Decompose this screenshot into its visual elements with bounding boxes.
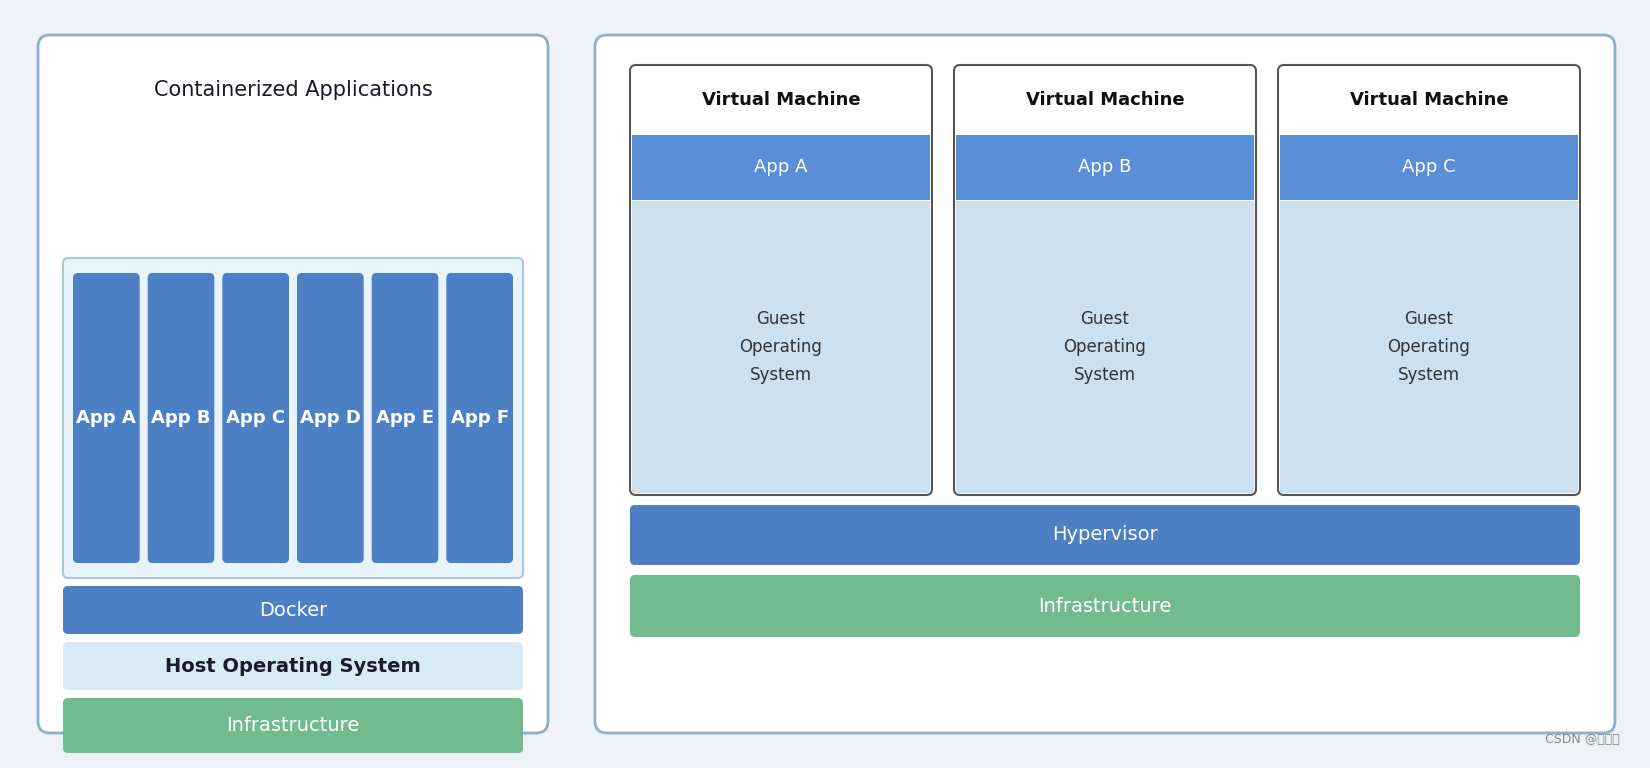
FancyBboxPatch shape <box>63 698 523 753</box>
Text: App D: App D <box>300 409 361 427</box>
FancyBboxPatch shape <box>596 35 1615 733</box>
Bar <box>955 201 1254 493</box>
FancyBboxPatch shape <box>63 642 523 690</box>
Text: Containerized Applications: Containerized Applications <box>153 80 432 100</box>
Text: CSDN @小哈里: CSDN @小哈里 <box>1546 733 1620 746</box>
Text: Guest
Operating
System: Guest Operating System <box>739 310 822 384</box>
Text: Host Operating System: Host Operating System <box>165 657 421 676</box>
Bar <box>1280 201 1577 493</box>
Text: App F: App F <box>450 409 508 427</box>
Text: App A: App A <box>754 158 808 177</box>
Text: Guest
Operating
System: Guest Operating System <box>1388 310 1470 384</box>
Text: Guest
Operating
System: Guest Operating System <box>1064 310 1147 384</box>
FancyBboxPatch shape <box>1279 65 1581 495</box>
Text: Docker: Docker <box>259 601 327 620</box>
Text: Virtual Machine: Virtual Machine <box>1350 91 1508 109</box>
Text: Infrastructure: Infrastructure <box>1038 597 1171 615</box>
Bar <box>1280 135 1577 200</box>
Bar <box>632 201 931 493</box>
FancyBboxPatch shape <box>63 586 523 634</box>
FancyBboxPatch shape <box>371 273 439 563</box>
FancyBboxPatch shape <box>447 273 513 563</box>
FancyBboxPatch shape <box>630 575 1581 637</box>
Text: App E: App E <box>376 409 434 427</box>
FancyBboxPatch shape <box>630 505 1581 565</box>
FancyBboxPatch shape <box>297 273 363 563</box>
Bar <box>955 135 1254 200</box>
Text: Virtual Machine: Virtual Machine <box>701 91 860 109</box>
Text: Hypervisor: Hypervisor <box>1053 525 1158 545</box>
Bar <box>632 135 931 200</box>
Text: App B: App B <box>1079 158 1132 177</box>
Text: Virtual Machine: Virtual Machine <box>1026 91 1185 109</box>
Text: Infrastructure: Infrastructure <box>226 716 360 735</box>
FancyBboxPatch shape <box>954 65 1256 495</box>
Text: App A: App A <box>76 409 137 427</box>
Text: App C: App C <box>1402 158 1455 177</box>
FancyBboxPatch shape <box>630 65 932 495</box>
Text: App B: App B <box>152 409 211 427</box>
FancyBboxPatch shape <box>147 273 214 563</box>
FancyBboxPatch shape <box>73 273 140 563</box>
FancyBboxPatch shape <box>223 273 289 563</box>
FancyBboxPatch shape <box>38 35 548 733</box>
Text: App C: App C <box>226 409 285 427</box>
FancyBboxPatch shape <box>63 258 523 578</box>
